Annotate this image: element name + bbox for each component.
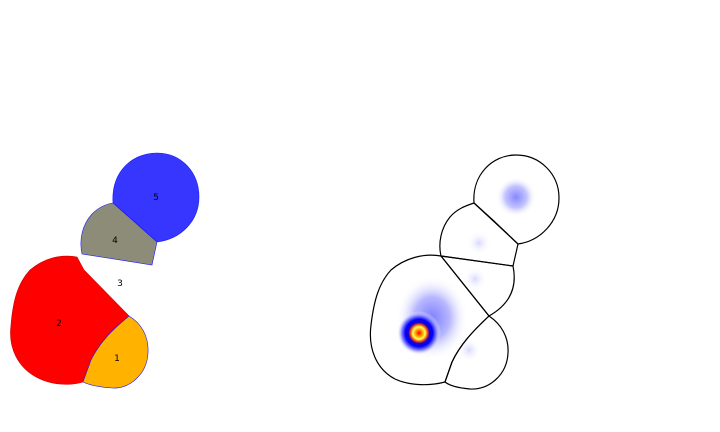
region-label-5: 5 [153,193,159,203]
region-outlines [369,154,560,390]
region-4 [80,202,158,266]
density-faint-b [463,267,487,291]
region-label-4: 4 [112,236,118,246]
outline-top-disk [473,154,560,245]
density-map [369,154,560,390]
region-5 [112,152,200,243]
region-label-1: 1 [114,354,120,364]
partition-map: 5 4 3 2 1 [10,152,200,389]
density-top [496,177,536,217]
region-label-3: 3 [117,279,123,289]
region-label-2: 2 [56,319,62,329]
density-faint-a [467,231,491,255]
density-faint-c [457,338,481,362]
region-1 [82,315,149,389]
outline-lower-mid [440,255,515,317]
density-hotspot [397,311,441,355]
outline-bottom-right [444,315,509,390]
